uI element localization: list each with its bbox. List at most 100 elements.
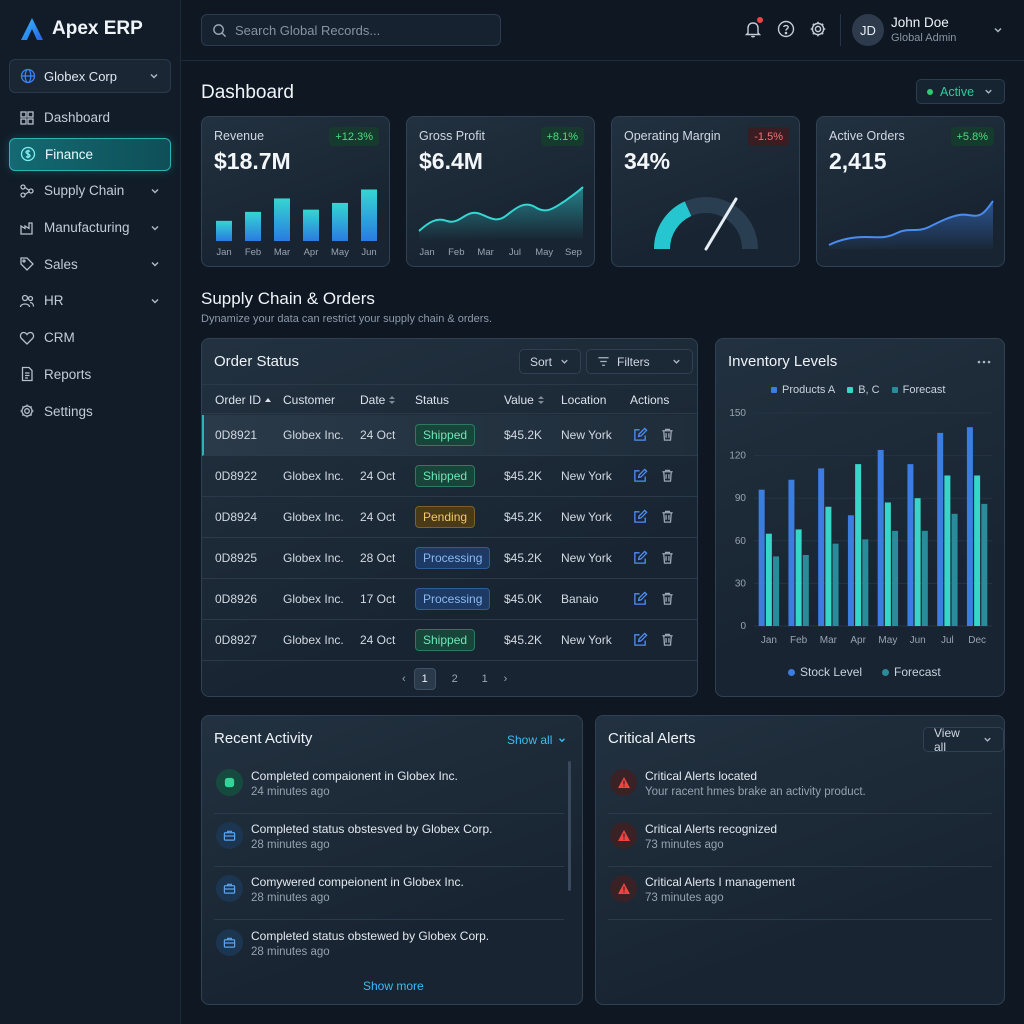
prev-page-icon[interactable]: ‹: [402, 673, 406, 685]
scrollbar[interactable]: [568, 761, 571, 891]
edit-icon[interactable]: [633, 591, 648, 606]
list-item[interactable]: Critical Alerts recognized 73 minutes ag…: [608, 814, 992, 867]
trash-icon[interactable]: [660, 632, 675, 647]
inventory-bar-chart: 0 30 60 90 120 150 Jan Feb Mar Apr May Jun Jul Dec: [729, 408, 992, 646]
chevron-down-icon[interactable]: [992, 24, 1004, 36]
column-header-value[interactable]: Value: [504, 393, 545, 407]
status-dropdown[interactable]: Active: [916, 79, 1005, 104]
status-badge: Processing: [415, 547, 491, 569]
sidebar-item-label: Reports: [44, 366, 92, 382]
legend-dot-icon: [882, 668, 890, 676]
gear-icon[interactable]: [809, 20, 827, 38]
trash-icon[interactable]: [660, 427, 675, 442]
sidebar-item-label: Sales: [44, 256, 78, 272]
table-row[interactable]: 0D8924 Globex Inc. 24 Oct Pending $45.2K…: [202, 497, 697, 538]
filters-button[interactable]: Filters: [586, 349, 693, 374]
sort-button[interactable]: Sort: [519, 349, 582, 374]
show-all-link[interactable]: Show all: [507, 733, 567, 747]
column-header-order-id[interactable]: Order ID: [215, 393, 272, 407]
notification-badge: [757, 17, 763, 23]
gross-profit-area-chart: Jan Feb Mar Jul May Sep: [418, 186, 584, 258]
x-tick-label: Apr: [304, 247, 319, 258]
next-page-icon[interactable]: ›: [503, 673, 508, 685]
list-item[interactable]: Critical Alerts I management 73 minutes …: [608, 867, 992, 920]
cell-value: $45.2K: [504, 551, 543, 565]
column-header-status[interactable]: Status: [415, 393, 450, 407]
sidebar-item-label: CRM: [44, 330, 75, 346]
list-item[interactable]: Completed status obstewed by Globex Corp…: [214, 921, 564, 974]
page-1-button[interactable]: 1: [413, 668, 436, 690]
sidebar-item-finance[interactable]: Finance: [9, 137, 171, 171]
list-item[interactable]: Comywered compeionent in Globex Inc. 28 …: [214, 867, 564, 920]
edit-icon[interactable]: [633, 468, 648, 483]
list-item[interactable]: Critical Alerts located Your racent hmes…: [608, 761, 992, 814]
list-item[interactable]: Completed status obstesved by Globex Cor…: [214, 814, 564, 867]
heart-icon: [19, 331, 35, 345]
cell-value: $45.2K: [504, 510, 543, 524]
status-label: Active: [940, 84, 975, 99]
column-header-customer[interactable]: Customer: [283, 393, 336, 407]
status-badge: Processing: [415, 588, 491, 610]
inventory-bar: [802, 555, 809, 626]
kpi-label: Revenue: [214, 129, 265, 143]
table-row[interactable]: 0D8925 Globex Inc. 28 Oct Processing $45…: [202, 538, 697, 579]
page-2-button[interactable]: 2: [451, 673, 458, 685]
active-orders-line: [828, 200, 994, 246]
status-badge: Shipped: [415, 629, 476, 651]
cell-customer: Globex Inc.: [283, 428, 344, 442]
cell-date: 28 Oct: [360, 551, 396, 565]
trash-icon[interactable]: [660, 468, 675, 483]
org-switcher[interactable]: Globex Corp: [9, 59, 171, 93]
cell-value: $45.2K: [504, 469, 543, 483]
sidebar-item-dashboard[interactable]: Dashboard: [9, 101, 171, 134]
warning-icon: [610, 875, 637, 902]
sidebar-item-label: Supply Chain: [44, 183, 125, 199]
table-row[interactable]: 0D8922 Globex Inc. 24 Oct Shipped $45.2K…: [202, 456, 697, 497]
sidebar-item-sales[interactable]: Sales: [9, 248, 171, 281]
edit-icon[interactable]: [633, 509, 648, 524]
cell-location: New York: [561, 469, 612, 483]
table-row[interactable]: 0D8927 Globex Inc. 24 Oct Shipped $45.2K…: [202, 620, 697, 661]
trash-icon[interactable]: [660, 591, 675, 606]
sidebar-item-supply-chain[interactable]: Supply Chain: [9, 174, 171, 207]
briefcase-icon: [216, 822, 243, 849]
card-title: Inventory Levels: [728, 353, 838, 370]
sidebar-item-crm[interactable]: CRM: [9, 321, 171, 354]
search-input[interactable]: Search Global Records...: [235, 22, 381, 38]
more-options-icon[interactable]: [977, 359, 991, 365]
avatar[interactable]: JD: [852, 14, 884, 46]
sidebar-item-settings[interactable]: Settings: [9, 395, 171, 428]
global-search[interactable]: Search Global Records...: [201, 14, 501, 46]
kpi-card-revenue[interactable]: Revenue $18.7M +12.3% Jan Feb Mar Apr May Jun: [201, 116, 390, 267]
user-name[interactable]: John Doe: [891, 15, 949, 30]
trash-icon[interactable]: [660, 550, 675, 565]
column-header-date[interactable]: Date: [360, 393, 396, 407]
show-more-link[interactable]: Show more: [363, 979, 424, 993]
sidebar-item-manufacturing[interactable]: Manufacturing: [9, 211, 171, 244]
trash-icon[interactable]: [660, 509, 675, 524]
page-3-button[interactable]: 1: [481, 673, 488, 685]
edit-icon[interactable]: [633, 632, 648, 647]
list-item[interactable]: Completed compaionent in Globex Inc. 24 …: [214, 761, 564, 814]
chevron-down-icon: [151, 225, 159, 231]
alert-subtext: Your racent hmes brake an activity produ…: [645, 786, 866, 798]
help-icon[interactable]: [777, 20, 795, 38]
column-header-location[interactable]: Location: [561, 393, 607, 407]
table-row[interactable]: 0D8921 Globex Inc. 24 Oct Shipped $45.2K…: [202, 415, 697, 456]
edit-icon[interactable]: [633, 427, 648, 442]
sidebar-item-hr[interactable]: HR: [9, 284, 171, 317]
kpi-value: $18.7M: [214, 148, 291, 174]
legend-item: B, C: [847, 384, 880, 396]
view-all-button[interactable]: View all: [923, 726, 1004, 754]
table-row[interactable]: 0D8926 Globex Inc. 17 Oct Processing $45…: [202, 579, 697, 620]
kpi-card-gross-profit[interactable]: Gross Profit $6.4M +8.1% Jan Feb Mar Jul May…: [406, 116, 595, 267]
chevron-down-icon: [559, 738, 566, 743]
bell-icon[interactable]: [744, 20, 762, 38]
kpi-card-operating-margin[interactable]: Operating Margin 34% -1.5%: [611, 116, 800, 267]
inventory-bar: [884, 502, 891, 626]
app-logo[interactable]: Apex ERP: [20, 17, 143, 41]
activity-text: Completed compaionent in Globex Inc.: [251, 769, 458, 783]
edit-icon[interactable]: [633, 550, 648, 565]
kpi-card-active-orders[interactable]: Active Orders 2,415 +5.8%: [816, 116, 1005, 267]
sidebar-item-reports[interactable]: Reports: [9, 358, 171, 391]
